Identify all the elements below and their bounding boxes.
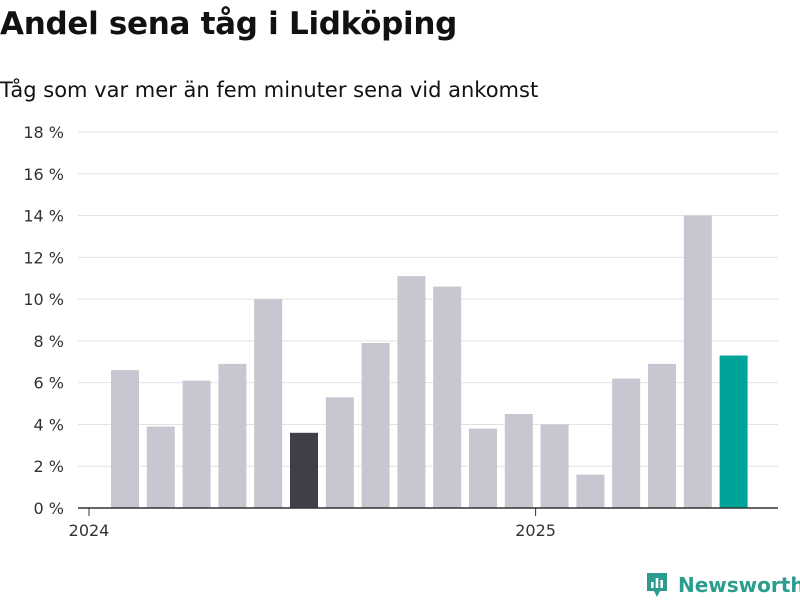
y-tick-label: 18 %	[23, 123, 64, 142]
brand-logo: Newsworthy	[645, 570, 800, 600]
bar	[504, 414, 533, 508]
bar	[361, 342, 390, 508]
bar	[612, 378, 641, 508]
y-axis-ticks: 0 % 2 % 4 % 6 % 8 % 10 % 12 % 14 % 16 % 18 %	[23, 123, 64, 518]
y-tick-label: 10 %	[23, 290, 64, 309]
bars	[111, 215, 748, 509]
bar	[397, 276, 426, 508]
bar	[719, 355, 748, 508]
bar	[111, 370, 139, 508]
bar	[683, 215, 712, 509]
bar	[540, 424, 569, 508]
chart-subtitle: Tåg som var mer än fem minuter sena vid …	[0, 78, 539, 102]
y-tick-label: 0 %	[34, 499, 64, 518]
y-tick-label: 8 %	[34, 332, 64, 351]
y-tick-label: 4 %	[34, 415, 64, 434]
y-tick-label: 16 %	[23, 165, 64, 184]
y-tick-label: 14 %	[23, 207, 64, 226]
bar	[254, 299, 283, 508]
bar	[576, 474, 605, 508]
x-tick-label: 2024	[69, 521, 110, 540]
bar	[325, 397, 354, 508]
grid-lines	[78, 131, 778, 467]
x-axis: 2024 2025	[69, 507, 778, 540]
bar	[433, 286, 462, 508]
y-tick-label: 12 %	[23, 248, 64, 267]
bar-chart: 0 % 2 % 4 % 6 % 8 % 10 % 12 % 14 % 16 % 18 % 2024…	[23, 123, 778, 540]
bar	[146, 426, 175, 508]
bar	[290, 432, 318, 508]
bar	[218, 363, 247, 508]
brand-name: Newsworthy	[678, 573, 800, 597]
y-tick-label: 2 %	[34, 457, 64, 476]
y-tick-label: 6 %	[34, 374, 64, 393]
bar	[469, 428, 497, 508]
chart-title: Andel sena tåg i Lidköping	[0, 6, 458, 42]
x-tick-label: 2025	[515, 521, 556, 540]
bar	[182, 380, 211, 508]
bar	[648, 363, 676, 508]
bar-chart-badge-icon	[647, 573, 667, 597]
